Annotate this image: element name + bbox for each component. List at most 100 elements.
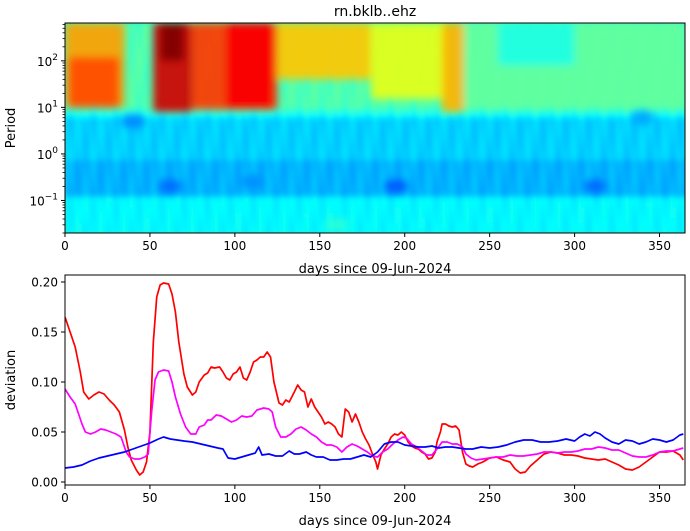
heatmap-cell [357,86,362,92]
heatmap-cell [289,185,294,192]
heatmap-cell [313,91,317,98]
heatmap-cell [139,112,144,119]
heatmap-cell [65,117,69,124]
heatmap-cell [408,217,413,224]
heatmap-cell [265,117,270,124]
heatmap-cell [445,212,450,218]
heatmap-cell [248,222,253,229]
heatmap-cell [262,112,267,119]
heatmap-cell [343,154,348,161]
heatmap-cell [214,217,219,224]
heatmap-cell [408,185,413,192]
heatmap-cell [343,133,348,140]
heatmap-cell [384,154,389,161]
heatmap-cell [346,175,351,182]
heatmap-cell [231,133,236,140]
heatmap-cell [469,107,474,113]
heatmap-cell [394,122,399,129]
heatmap-cell [68,222,73,229]
heatmap-cell [421,206,426,213]
heatmap-cell [299,227,304,233]
heatmap-cell [418,159,423,166]
heatmap-cell [479,170,484,176]
heatmap-cell [431,122,436,129]
heatmap-cell [435,170,440,176]
heatmap-cell [418,96,423,103]
heatmap-cell [221,191,226,197]
heatmap-cell [81,206,86,213]
heatmap-cell [207,138,212,145]
heatmap-cell [115,128,120,134]
heatmap-cell [78,107,83,113]
heatmap-cell [221,143,226,150]
heatmap-cell [313,191,317,197]
heatmap-cell [387,159,392,166]
heatmap-cell [85,206,90,213]
heatmap-cell [329,154,334,161]
heatmap-cell [238,149,243,155]
heatmap-cell [92,191,97,197]
heatmap-cell [88,164,93,171]
heatmap-cell [302,180,307,187]
heatmap-cell [296,191,301,197]
heatmap-cell [194,154,199,161]
heatmap-cell [476,159,481,166]
heatmap-cell [360,117,365,124]
heatmap-cell [170,122,175,129]
heatmap-cell [459,227,464,233]
heatmap-cell [122,128,127,134]
heatmap-cell [238,107,243,113]
heatmap-cell [279,185,284,192]
heatmap-cell [445,222,450,229]
heatmap-cell [370,101,375,108]
heatmap-cell [469,206,474,213]
heatmap-cell [455,154,460,161]
heatmap-cell [214,164,219,171]
heatmap-cell [445,217,450,224]
heatmap-cell [139,101,144,108]
heatmap-cell [258,122,263,129]
heatmap-cell [285,149,290,155]
heatmap-cell [333,154,338,161]
heatmap-cell [183,164,188,171]
heatmap-cell [146,201,151,208]
heatmap-cell [329,112,334,119]
heatmap-cell [112,107,117,113]
heatmap-cell [112,222,117,229]
heatmap-cell [143,185,148,192]
heatmap-cell [299,138,304,145]
heatmap-cell [425,196,430,203]
heatmap-cell [71,201,76,208]
heatmap-cell [353,164,358,171]
heatmap-cell [363,185,368,192]
heatmap-cell [149,38,154,45]
heatmap-cell [231,206,236,213]
heatmap-cell [428,180,433,187]
heatmap-cell [397,138,402,145]
heatmap-cell [353,128,358,134]
heatmap-cell [363,222,368,229]
heatmap-cell [78,149,83,155]
heatmap-cell [442,133,447,140]
heatmap-cell [394,149,399,155]
heatmap-cell [238,222,243,229]
heatmap-cell [476,170,481,176]
heatmap-cell [370,112,375,119]
heatmap-cell [316,154,321,161]
heatmap-cell [302,101,307,108]
heatmap-cell [132,217,137,224]
heatmap-cell [211,164,216,171]
heatmap-cell [78,201,83,208]
heatmap-cell [448,128,453,134]
heatmap-cell [85,217,90,224]
heatmap-cell [136,149,141,155]
heatmap-cell [268,201,273,208]
heatmap-cell [374,128,379,134]
heatmap-cell [200,196,205,203]
heatmap-cell [384,227,389,233]
heatmap-cell [143,112,148,119]
heatmap-cell [268,149,273,155]
heatmap-cell [211,201,216,208]
heatmap-cell [401,212,406,218]
heatmap-cell [224,227,229,233]
